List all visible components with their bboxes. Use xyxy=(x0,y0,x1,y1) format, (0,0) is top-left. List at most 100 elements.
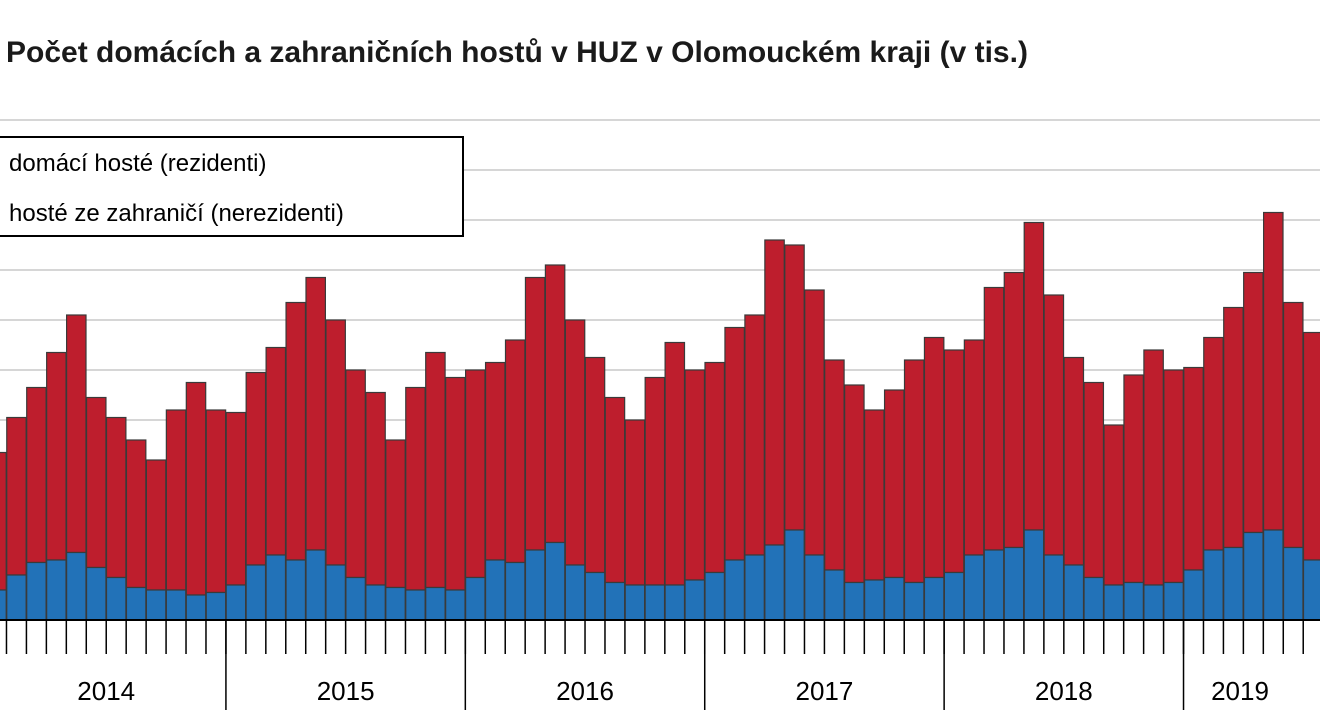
bar-foreign xyxy=(6,416,27,576)
bar-domestic xyxy=(385,586,406,621)
bar-domestic xyxy=(1223,546,1244,621)
bar-domestic xyxy=(943,571,965,621)
bar-domestic xyxy=(1302,559,1320,621)
year-label: 2019 xyxy=(1211,676,1269,706)
bar-domestic xyxy=(604,581,626,621)
chart-title: Počet domácích a zahraničních hostů v HU… xyxy=(6,36,1028,69)
bar-domestic xyxy=(205,591,227,621)
bar-foreign xyxy=(0,451,7,591)
bar-foreign xyxy=(624,419,646,586)
bar-domestic xyxy=(85,566,107,621)
legend-item-foreign: hosté ze zahraničí (nerezidenti) xyxy=(9,200,344,227)
bar-domestic xyxy=(1282,546,1304,621)
bar-domestic xyxy=(804,554,825,621)
bar-domestic xyxy=(185,594,207,621)
bar-domestic xyxy=(46,559,67,621)
bar-domestic xyxy=(544,541,566,621)
bar-foreign xyxy=(46,351,67,561)
bar-domestic xyxy=(1262,529,1284,621)
bar-foreign xyxy=(724,326,745,561)
bar-domestic xyxy=(664,584,686,621)
bar-domestic xyxy=(465,576,486,621)
bar-domestic xyxy=(684,579,706,621)
bar-foreign xyxy=(1083,381,1105,579)
bar-foreign xyxy=(883,389,905,579)
bar-domestic xyxy=(584,571,606,621)
bar-foreign xyxy=(484,361,506,561)
bar-foreign xyxy=(265,346,287,556)
bar-foreign xyxy=(185,381,207,596)
bar-domestic xyxy=(504,561,526,621)
bar-foreign xyxy=(325,319,346,566)
bar-domestic xyxy=(724,559,745,621)
bar-foreign xyxy=(445,376,466,591)
bar-foreign xyxy=(943,349,965,574)
bar-foreign xyxy=(524,276,546,551)
bar-domestic xyxy=(26,561,47,621)
bar-foreign xyxy=(465,369,486,579)
bar-domestic xyxy=(844,581,865,621)
year-label: 2017 xyxy=(796,676,854,706)
bar-foreign xyxy=(544,264,566,544)
bar-foreign xyxy=(1023,221,1045,531)
bar-domestic xyxy=(704,571,725,621)
bar-domestic xyxy=(225,584,247,621)
bar-foreign xyxy=(165,409,187,591)
bar-foreign xyxy=(923,336,945,579)
bar-domestic xyxy=(1003,546,1025,621)
bar-foreign xyxy=(85,396,107,569)
bar-domestic xyxy=(125,586,147,621)
bar-foreign xyxy=(245,371,267,566)
bar-foreign xyxy=(1203,336,1224,551)
bar-foreign xyxy=(644,376,666,586)
bars xyxy=(0,211,1320,621)
bar-domestic xyxy=(1163,581,1184,621)
bar-foreign xyxy=(564,319,586,566)
bar-foreign xyxy=(1143,349,1164,586)
bar-foreign xyxy=(1063,356,1085,566)
bar-foreign xyxy=(804,289,825,556)
year-label: 2016 xyxy=(556,676,614,706)
bar-foreign xyxy=(365,391,386,586)
bar-foreign xyxy=(844,384,865,584)
bar-domestic xyxy=(1123,581,1144,621)
bar-domestic xyxy=(923,576,945,621)
bar-foreign xyxy=(125,439,147,589)
bar-domestic xyxy=(6,574,27,621)
bar-domestic xyxy=(325,564,346,621)
bar-domestic xyxy=(1143,584,1164,621)
bar-foreign xyxy=(225,411,247,586)
bar-foreign xyxy=(105,416,127,579)
bar-foreign xyxy=(824,359,845,571)
bar-foreign xyxy=(744,314,765,556)
bar-domestic xyxy=(963,554,985,621)
bar-domestic xyxy=(265,554,287,621)
bar-foreign xyxy=(764,239,785,546)
bar-domestic xyxy=(365,584,386,621)
bar-foreign xyxy=(425,351,446,589)
bar-domestic xyxy=(983,549,1005,621)
bar-domestic xyxy=(105,576,127,621)
bar-foreign xyxy=(1262,211,1284,531)
bar-foreign xyxy=(704,361,725,574)
bar-foreign xyxy=(1123,374,1144,584)
bar-foreign xyxy=(405,386,426,591)
bar-domestic xyxy=(445,589,466,621)
bar-domestic xyxy=(564,564,586,621)
legend-item-domestic: domácí hosté (rezidenti) xyxy=(9,150,267,177)
bar-foreign xyxy=(1223,306,1244,549)
bar-foreign xyxy=(385,439,406,589)
bar-foreign xyxy=(65,314,87,554)
bar-foreign xyxy=(305,276,326,551)
bar-foreign xyxy=(903,359,925,584)
bar-domestic xyxy=(165,589,187,621)
bar-domestic xyxy=(405,589,426,621)
year-label: 2014 xyxy=(77,676,135,706)
bar-foreign xyxy=(1043,294,1065,556)
bar-foreign xyxy=(1243,271,1264,534)
bar-foreign xyxy=(604,396,626,584)
bar-domestic xyxy=(824,569,845,621)
bar-domestic xyxy=(245,564,267,621)
bar-domestic xyxy=(1203,549,1224,621)
